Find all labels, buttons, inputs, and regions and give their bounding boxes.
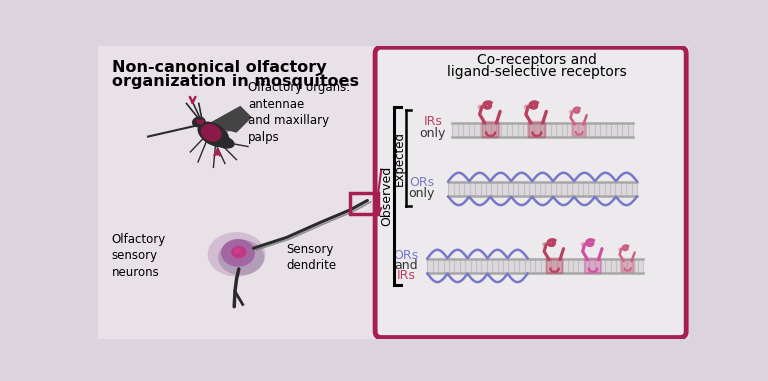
- Ellipse shape: [569, 110, 574, 114]
- Text: IRs: IRs: [423, 115, 442, 128]
- Text: IRs: IRs: [396, 269, 415, 282]
- FancyBboxPatch shape: [621, 260, 634, 272]
- Ellipse shape: [478, 104, 483, 109]
- Ellipse shape: [197, 118, 204, 125]
- Text: Expected: Expected: [393, 131, 406, 186]
- Ellipse shape: [192, 117, 206, 127]
- Ellipse shape: [524, 104, 529, 109]
- Text: Olfactory
sensory
neurons: Olfactory sensory neurons: [112, 233, 166, 279]
- Text: ORs: ORs: [393, 249, 419, 262]
- Text: only: only: [419, 127, 446, 140]
- Ellipse shape: [212, 135, 235, 149]
- Text: ligand-selective receptors: ligand-selective receptors: [447, 65, 627, 79]
- Ellipse shape: [218, 240, 264, 275]
- Bar: [428, 259, 643, 273]
- Text: Olfactory organs:
antennae
and maxillary
palps: Olfactory organs: antennae and maxillary…: [248, 81, 350, 144]
- Text: Sensory
dendrite: Sensory dendrite: [286, 243, 336, 272]
- FancyBboxPatch shape: [375, 47, 686, 338]
- Ellipse shape: [581, 242, 586, 247]
- Ellipse shape: [197, 122, 230, 147]
- Ellipse shape: [233, 248, 241, 254]
- FancyBboxPatch shape: [482, 122, 499, 138]
- Ellipse shape: [207, 232, 266, 277]
- FancyBboxPatch shape: [585, 259, 601, 273]
- Polygon shape: [206, 106, 252, 133]
- Polygon shape: [210, 111, 242, 134]
- Text: ORs: ORs: [409, 176, 434, 189]
- Bar: [452, 123, 633, 136]
- Text: Co-receptors and: Co-receptors and: [477, 53, 597, 67]
- Ellipse shape: [200, 124, 221, 142]
- Text: only: only: [408, 187, 435, 200]
- Text: and: and: [394, 259, 418, 272]
- Bar: [449, 182, 637, 196]
- FancyBboxPatch shape: [528, 122, 545, 138]
- Text: Non-canonical olfactory: Non-canonical olfactory: [112, 60, 326, 75]
- FancyBboxPatch shape: [547, 259, 563, 273]
- Ellipse shape: [221, 239, 255, 267]
- Text: Observed: Observed: [380, 166, 393, 226]
- FancyBboxPatch shape: [572, 123, 586, 136]
- Ellipse shape: [542, 242, 548, 247]
- Text: organization in mosquitoes: organization in mosquitoes: [112, 74, 359, 89]
- Ellipse shape: [618, 247, 622, 251]
- FancyBboxPatch shape: [95, 43, 692, 341]
- Ellipse shape: [231, 246, 247, 258]
